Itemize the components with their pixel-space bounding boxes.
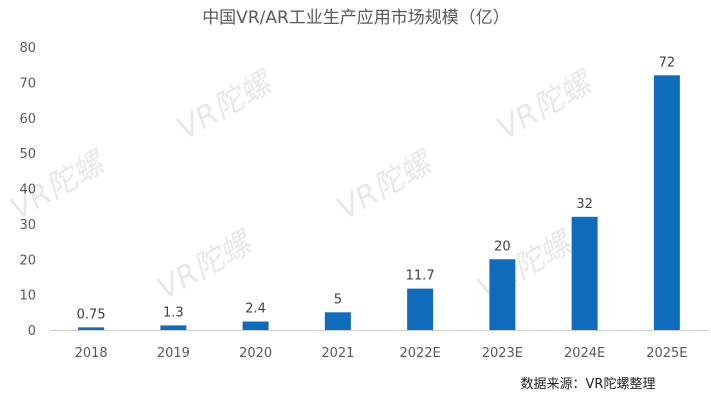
y-tick-label: 20 bbox=[19, 253, 36, 268]
y-tick-label: 60 bbox=[19, 112, 36, 127]
watermark-text: VR陀螺 bbox=[472, 224, 581, 307]
y-tick-label: 0 bbox=[28, 324, 36, 339]
x-tick-label: 2018 bbox=[75, 346, 108, 361]
x-tick-label: 2021 bbox=[321, 346, 354, 361]
value-labels: 0.75 1.3 2.4 5 11.7 20 32 72 bbox=[77, 55, 676, 322]
watermark-text: VR陀螺 bbox=[332, 144, 441, 227]
bar-2019 bbox=[160, 325, 187, 330]
bar-2024E bbox=[571, 216, 598, 330]
y-tick-label: 10 bbox=[19, 289, 36, 304]
source-note: 数据来源：VR陀螺整理 bbox=[521, 376, 656, 392]
chart-title: 中国VR/AR工业生产应用市场规模（亿） bbox=[202, 8, 510, 28]
bar-2025E bbox=[653, 75, 680, 330]
watermark-text: VR陀螺 bbox=[172, 64, 281, 147]
x-axis: 2018 2019 2020 2021 2022E 2023E 2024E 2025E bbox=[75, 346, 688, 361]
data-label: 0.75 bbox=[77, 307, 106, 322]
x-tick-label: 2024E bbox=[564, 346, 605, 361]
data-label: 11.7 bbox=[406, 269, 435, 284]
watermark-text: VR陀螺 bbox=[152, 224, 261, 307]
y-tick-label: 70 bbox=[19, 76, 36, 91]
y-tick-label: 80 bbox=[19, 41, 36, 56]
bar-2023E bbox=[489, 259, 516, 330]
x-tick-label: 2019 bbox=[157, 346, 190, 361]
bars bbox=[78, 75, 680, 330]
x-tick-label: 2020 bbox=[239, 346, 272, 361]
y-tick-label: 50 bbox=[19, 147, 36, 162]
data-label: 2.4 bbox=[245, 302, 266, 317]
x-tick-label: 2022E bbox=[399, 346, 440, 361]
watermark-text: VR陀螺 bbox=[492, 64, 601, 147]
bar-2022E bbox=[407, 288, 434, 330]
x-tick-label: 2023E bbox=[482, 346, 523, 361]
data-label: 20 bbox=[494, 239, 511, 254]
y-tick-label: 30 bbox=[19, 218, 36, 233]
data-label: 32 bbox=[576, 197, 593, 212]
data-label: 72 bbox=[659, 55, 676, 70]
y-axis: 0 10 20 30 40 50 60 70 80 bbox=[19, 41, 36, 339]
bar-2021 bbox=[324, 312, 351, 330]
bar-2020 bbox=[242, 321, 269, 330]
bar-2018 bbox=[78, 327, 105, 330]
data-label: 5 bbox=[334, 292, 342, 307]
data-label: 1.3 bbox=[163, 305, 184, 320]
y-tick-label: 40 bbox=[19, 183, 36, 198]
x-tick-label: 2025E bbox=[646, 346, 687, 361]
